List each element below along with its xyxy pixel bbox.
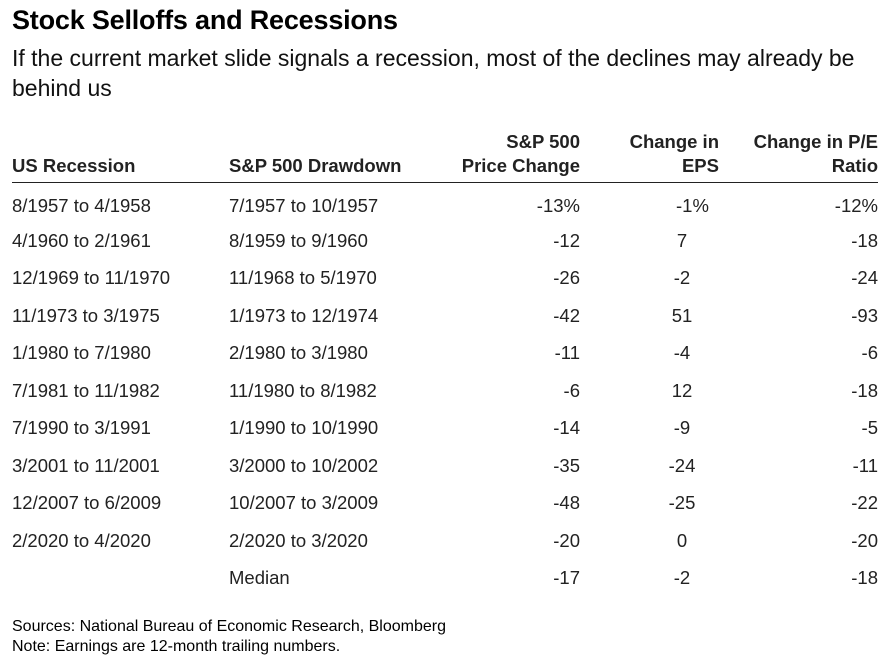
cell-price-change: -48 <box>553 492 580 513</box>
cell-pe-change: -18 <box>851 229 878 251</box>
cell-eps-change: 12 <box>671 379 693 401</box>
cell-drawdown: 3/2000 to 10/2002 <box>229 454 379 476</box>
cell-eps-change: -9 <box>673 417 691 438</box>
cell-price-change: -42 <box>553 304 580 326</box>
cell-pe-change: -5 <box>861 417 878 438</box>
cell-eps-change: -2 <box>673 567 691 588</box>
cell-drawdown: 2/2020 to 3/2020 <box>229 529 368 551</box>
cell-recession: 8/1957 to 4/1958 <box>12 195 151 216</box>
table-row: 11/1973 to 3/1975 1/1973 to 12/1974 -42 51 -… <box>12 296 878 334</box>
cell-recession: 1/1980 to 7/1980 <box>12 342 151 363</box>
cell-price-change: -26 <box>553 267 580 288</box>
cell-pe-change: -93 <box>851 304 878 326</box>
cell-drawdown: 11/1968 to 5/1970 <box>229 267 377 288</box>
header-drawdown: S&P 500 Drawdown <box>229 155 402 176</box>
table-row: 12/2007 to 6/2009 10/2007 to 3/2009 -48 -25… <box>12 483 878 521</box>
cell-recession: 3/2001 to 11/2001 <box>12 454 160 476</box>
cell-drawdown: 8/1959 to 9/1960 <box>229 229 368 251</box>
table-row: 7/1981 to 11/1982 11/1980 to 8/1982 -6 12 -1… <box>12 371 878 409</box>
header-pe-change: Change in P/E Ratio <box>753 131 878 176</box>
cell-pe-change: -12% <box>834 195 878 216</box>
cell-price-change: -20 <box>553 529 580 551</box>
table-row: 1/1980 to 7/1980 2/1980 to 3/1980 -11 -4 -6 <box>12 333 878 371</box>
cell-price-change: -14 <box>553 417 580 438</box>
cell-price-change: -13% <box>536 195 580 216</box>
data-table: US Recession S&P 500 Drawdown S&P 500 Pr… <box>12 128 878 596</box>
cell-pe-change: -22 <box>851 492 878 513</box>
cell-price-change: -35 <box>553 454 580 476</box>
cell-drawdown: 10/2007 to 3/2009 <box>229 492 379 513</box>
cell-price-change: -17 <box>553 567 580 588</box>
cell-recession: 7/1981 to 11/1982 <box>12 379 160 401</box>
cell-pe-change: -20 <box>851 529 878 551</box>
cell-eps-change: -1% <box>676 195 709 216</box>
cell-drawdown: Median <box>229 567 290 588</box>
cell-recession: 12/2007 to 6/2009 <box>12 492 162 513</box>
cell-drawdown: 11/1980 to 8/1982 <box>229 379 377 401</box>
cell-pe-change: -6 <box>861 342 878 363</box>
earnings-note: Note: Earnings are 12-month trailing num… <box>12 638 341 655</box>
cell-eps-change: 7 <box>676 229 688 251</box>
cell-pe-change: -11 <box>852 454 878 476</box>
table-row: 8/1957 to 4/1958 7/1957 to 10/1957 -13% -1%… <box>12 183 878 221</box>
footer: Sources: National Bureau of Economic Res… <box>12 617 446 657</box>
cell-recession: 4/1960 to 2/1961 <box>12 229 151 251</box>
chart-subtitle: If the current market slide signals a re… <box>12 45 855 101</box>
cell-recession: 7/1990 to 3/1991 <box>12 417 151 438</box>
table-row: Median -17 -2 -18 <box>12 558 878 596</box>
cell-pe-change: -18 <box>851 379 878 401</box>
cell-eps-change: -25 <box>668 492 696 513</box>
cell-drawdown: 2/1980 to 3/1980 <box>229 342 368 363</box>
header-price-change: S&P 500 Price Change <box>461 131 580 176</box>
table-row: 2/2020 to 4/2020 2/2020 to 3/2020 -20 0 -20 <box>12 521 878 559</box>
table-row: 12/1969 to 11/1970 11/1968 to 5/1970 -26 -2… <box>12 258 878 296</box>
source-note: Sources: National Bureau of Economic Res… <box>12 618 446 635</box>
table-body: 8/1957 to 4/1958 7/1957 to 10/1957 -13% -1%… <box>12 183 878 596</box>
cell-eps-change: -2 <box>673 267 691 288</box>
cell-recession: 11/1973 to 3/1975 <box>12 304 160 326</box>
cell-recession: 12/1969 to 11/1970 <box>12 267 171 288</box>
cell-eps-change: 51 <box>671 304 693 326</box>
cell-eps-change: -4 <box>673 342 691 363</box>
cell-pe-change: -24 <box>851 267 878 288</box>
cell-eps-change: 0 <box>676 529 688 551</box>
cell-drawdown: 1/1990 to 10/1990 <box>229 417 379 438</box>
table-row: 7/1990 to 3/1991 1/1990 to 10/1990 -14 -9 -5 <box>12 408 878 446</box>
header-us-recession: US Recession <box>12 155 136 176</box>
cell-pe-change: -18 <box>851 567 878 588</box>
table-row: 3/2001 to 11/2001 3/2000 to 10/2002 -35 -24… <box>12 446 878 484</box>
table-header: US Recession S&P 500 Drawdown S&P 500 Pr… <box>12 128 878 183</box>
cell-eps-change: -24 <box>668 454 696 476</box>
cell-drawdown: 1/1973 to 12/1974 <box>229 304 379 326</box>
chart-title: Stock Selloffs and Recessions <box>12 5 398 35</box>
cell-price-change: -11 <box>554 342 580 363</box>
cell-price-change: -6 <box>563 379 580 401</box>
header-eps-change: Change in EPS <box>629 131 719 176</box>
cell-recession: 2/2020 to 4/2020 <box>12 529 151 551</box>
table-row: 4/1960 to 2/1961 8/1959 to 9/1960 -12 7 -18 <box>12 221 878 259</box>
cell-drawdown: 7/1957 to 10/1957 <box>229 195 379 216</box>
cell-price-change: -12 <box>553 229 580 251</box>
